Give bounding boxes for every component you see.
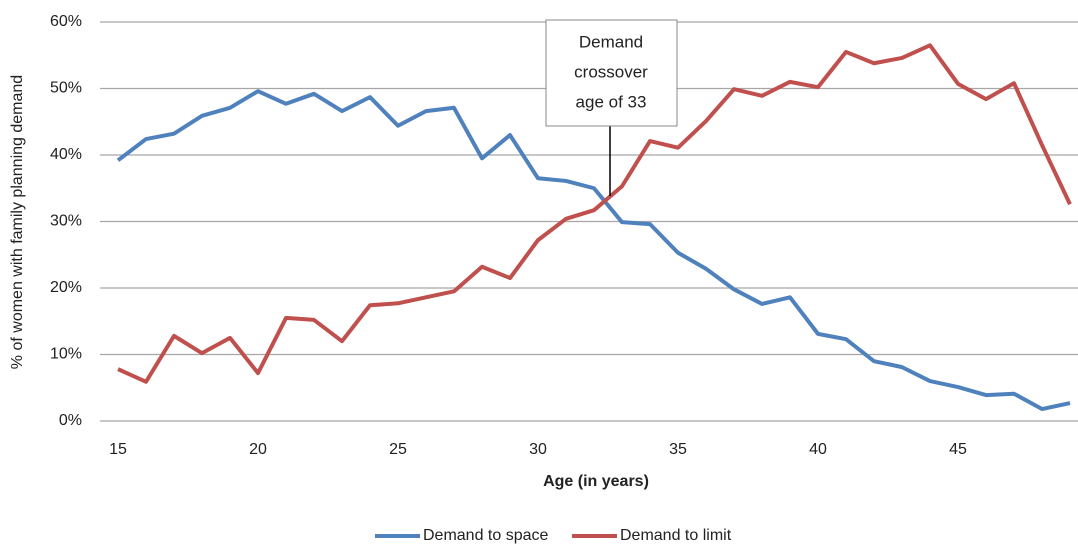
- x-tick-label: 45: [949, 441, 967, 458]
- annotation-box: [545, 19, 678, 127]
- series-line: [117, 43, 1072, 384]
- y-tick-label: 0%: [59, 412, 82, 429]
- x-axis-label: Age (in years): [543, 473, 649, 490]
- y-axis-label: % of women with family planning demand: [9, 75, 26, 369]
- legend-label: Demand to space: [423, 527, 549, 544]
- legend-label: Demand to limit: [620, 527, 732, 544]
- x-tick-label: 30: [529, 441, 547, 458]
- y-tick-label: 30%: [50, 213, 82, 230]
- x-tick-label: 40: [809, 441, 827, 458]
- x-tick-label: 20: [249, 441, 267, 458]
- annotation-text: age of 33: [576, 92, 647, 111]
- annotation-text: crossover: [574, 62, 648, 81]
- y-tick-label: 20%: [50, 279, 82, 296]
- y-tick-label: 10%: [50, 346, 82, 363]
- y-tick-label: 40%: [50, 146, 82, 163]
- y-tick-label: 50%: [50, 80, 82, 97]
- x-tick-label: 25: [389, 441, 407, 458]
- x-tick-label: 35: [669, 441, 687, 458]
- y-tick-label: 60%: [50, 13, 82, 30]
- series-line: [116, 89, 1071, 412]
- annotation-text: Demand: [579, 32, 643, 51]
- x-tick-label: 15: [109, 441, 127, 458]
